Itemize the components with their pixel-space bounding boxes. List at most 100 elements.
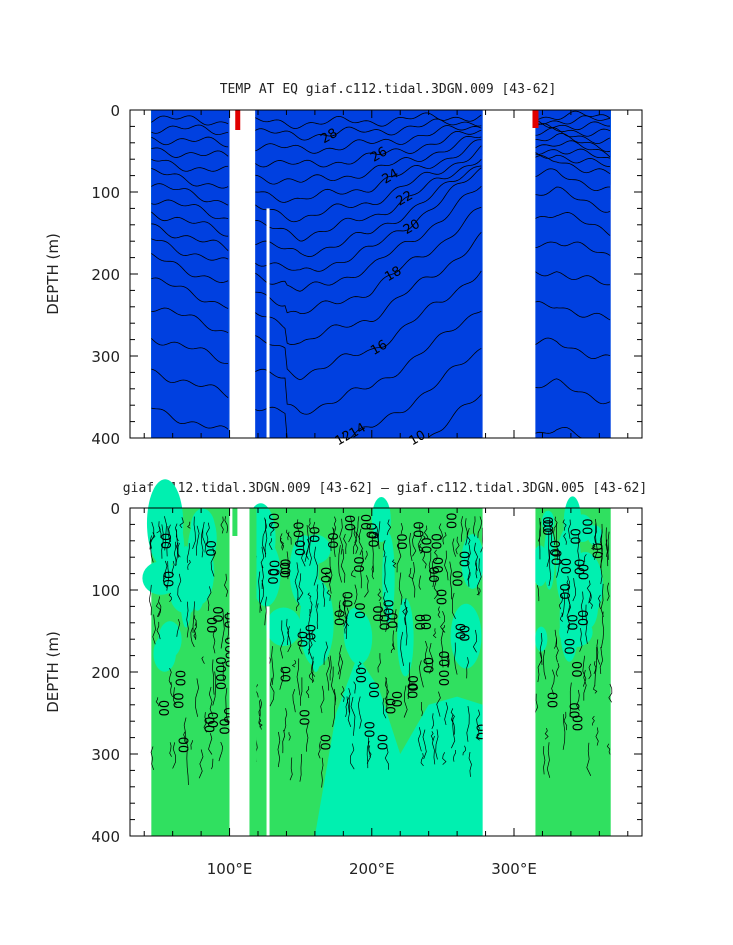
difference-band-fill: [397, 598, 414, 677]
difference-contour-line: [425, 640, 428, 667]
difference-contour-line: [283, 708, 288, 732]
difference-contour-line: [260, 546, 265, 569]
difference-contour-line: [220, 516, 224, 534]
difference-contour-line: [473, 516, 476, 537]
difference-contour-line: [347, 697, 352, 728]
difference-contour-line: [418, 575, 421, 590]
difference-contour-line: [412, 562, 416, 598]
difference-contour-line: [593, 661, 597, 675]
difference-contour-line: [553, 528, 556, 545]
difference-contour-line: [308, 639, 313, 660]
difference-contour-label: 00: [427, 533, 442, 550]
difference-contour-line: [596, 639, 601, 665]
difference-contour-line: [177, 573, 182, 603]
temperature-isotherm-line: [535, 123, 611, 137]
difference-contour-label: 00: [375, 614, 390, 631]
difference-contour-line: [150, 746, 155, 771]
difference-contour-line: [162, 572, 168, 589]
difference-y-tick-label: 400: [91, 828, 120, 846]
difference-contour-label: 00: [561, 638, 576, 655]
difference-contour-line: [208, 686, 214, 717]
difference-contour-line: [360, 550, 364, 589]
difference-contour-line: [343, 594, 348, 627]
temperature-island-cell: [532, 110, 539, 128]
difference-contour-label: 00: [539, 519, 554, 536]
difference-contour-line: [460, 516, 463, 542]
difference-contour-line: [279, 533, 285, 551]
difference-panel: giaf.c112.tidal.3DGN.009 [43-62] — giaf.…: [44, 479, 647, 878]
difference-contour-line: [429, 642, 433, 674]
difference-contour-line: [339, 645, 344, 680]
difference-contour-line: [400, 523, 404, 535]
difference-contour-line: [428, 552, 432, 579]
difference-contour-line: [420, 535, 426, 543]
difference-contour-line: [588, 663, 592, 680]
difference-contour-line: [606, 743, 611, 755]
temperature-isotherm-line: [535, 155, 611, 175]
difference-contour-line: [210, 548, 215, 577]
difference-contour-line: [340, 549, 346, 583]
difference-contour-line: [595, 727, 599, 746]
temperature-contour-lines: [151, 110, 611, 439]
difference-contour-line: [563, 711, 568, 731]
difference-y-label: DEPTH (m): [44, 631, 62, 713]
difference-band-fill: [571, 514, 594, 543]
difference-contour-line: [431, 735, 436, 765]
difference-contour-line: [148, 584, 152, 616]
difference-contour-line: [366, 740, 370, 769]
temperature-isotherm-line: [151, 211, 229, 237]
difference-island-cell: [232, 508, 238, 536]
difference-contour-line: [194, 615, 197, 627]
difference-contour-line: [156, 525, 161, 534]
difference-contour-line: [407, 662, 411, 700]
temperature-isotherm-line: [151, 124, 229, 136]
difference-contour-label: 00: [215, 718, 230, 735]
difference-contour-line: [298, 573, 304, 600]
difference-contour-line: [224, 573, 229, 597]
temperature-isotherm-line: [151, 168, 229, 189]
difference-contour-line: [378, 521, 381, 550]
difference-contour-line: [311, 661, 315, 682]
difference-contour-line: [149, 535, 154, 563]
difference-contour-line: [259, 580, 264, 613]
difference-contour-line: [562, 714, 566, 750]
temperature-isotherm-line: [254, 232, 482, 345]
temperature-y-tick-label: 400: [91, 430, 120, 448]
temperature-band-fill: [151, 110, 230, 438]
difference-contour-line: [322, 582, 326, 607]
difference-y-tick-label: 300: [91, 746, 120, 764]
difference-contour-line: [404, 598, 408, 626]
difference-contour-line: [462, 745, 466, 756]
difference-contour-line: [312, 521, 316, 542]
difference-contour-label: 00: [363, 522, 378, 539]
difference-contour-line: [600, 553, 604, 585]
difference-contour-label: 00: [456, 625, 471, 642]
difference-contour-line: [203, 712, 207, 733]
difference-band-fill: [158, 621, 182, 658]
difference-contour-line: [296, 519, 300, 547]
temperature-isotherm-line: [535, 378, 611, 405]
difference-contour-line: [271, 646, 274, 686]
difference-contour-label: 00: [291, 540, 306, 557]
difference-contour-line: [384, 555, 388, 593]
difference-contour-line: [480, 527, 484, 553]
difference-band-fill: [182, 539, 215, 606]
temperature-isotherm-line: [255, 139, 482, 203]
difference-contour-line: [268, 538, 273, 551]
temperature-isotherm-line: [151, 238, 229, 261]
difference-contour-label: 00: [448, 570, 463, 587]
difference-contour-label: 00: [157, 533, 172, 550]
temperature-isotherm-line: [535, 186, 611, 213]
difference-contour-line: [315, 584, 319, 608]
difference-contour-line: [299, 677, 303, 706]
difference-contour-line: [357, 661, 362, 671]
difference-x-tick-label: 100°E: [207, 860, 253, 878]
difference-contour-line: [331, 666, 336, 705]
difference-contour-line: [440, 630, 444, 668]
difference-contour-line: [155, 602, 161, 618]
difference-contour-label: 00: [175, 737, 190, 754]
temperature-isotherm-line: [151, 307, 229, 334]
difference-band-fill: [314, 655, 483, 836]
difference-contour-line: [476, 709, 481, 729]
difference-y-tick-label: 100: [91, 582, 120, 600]
